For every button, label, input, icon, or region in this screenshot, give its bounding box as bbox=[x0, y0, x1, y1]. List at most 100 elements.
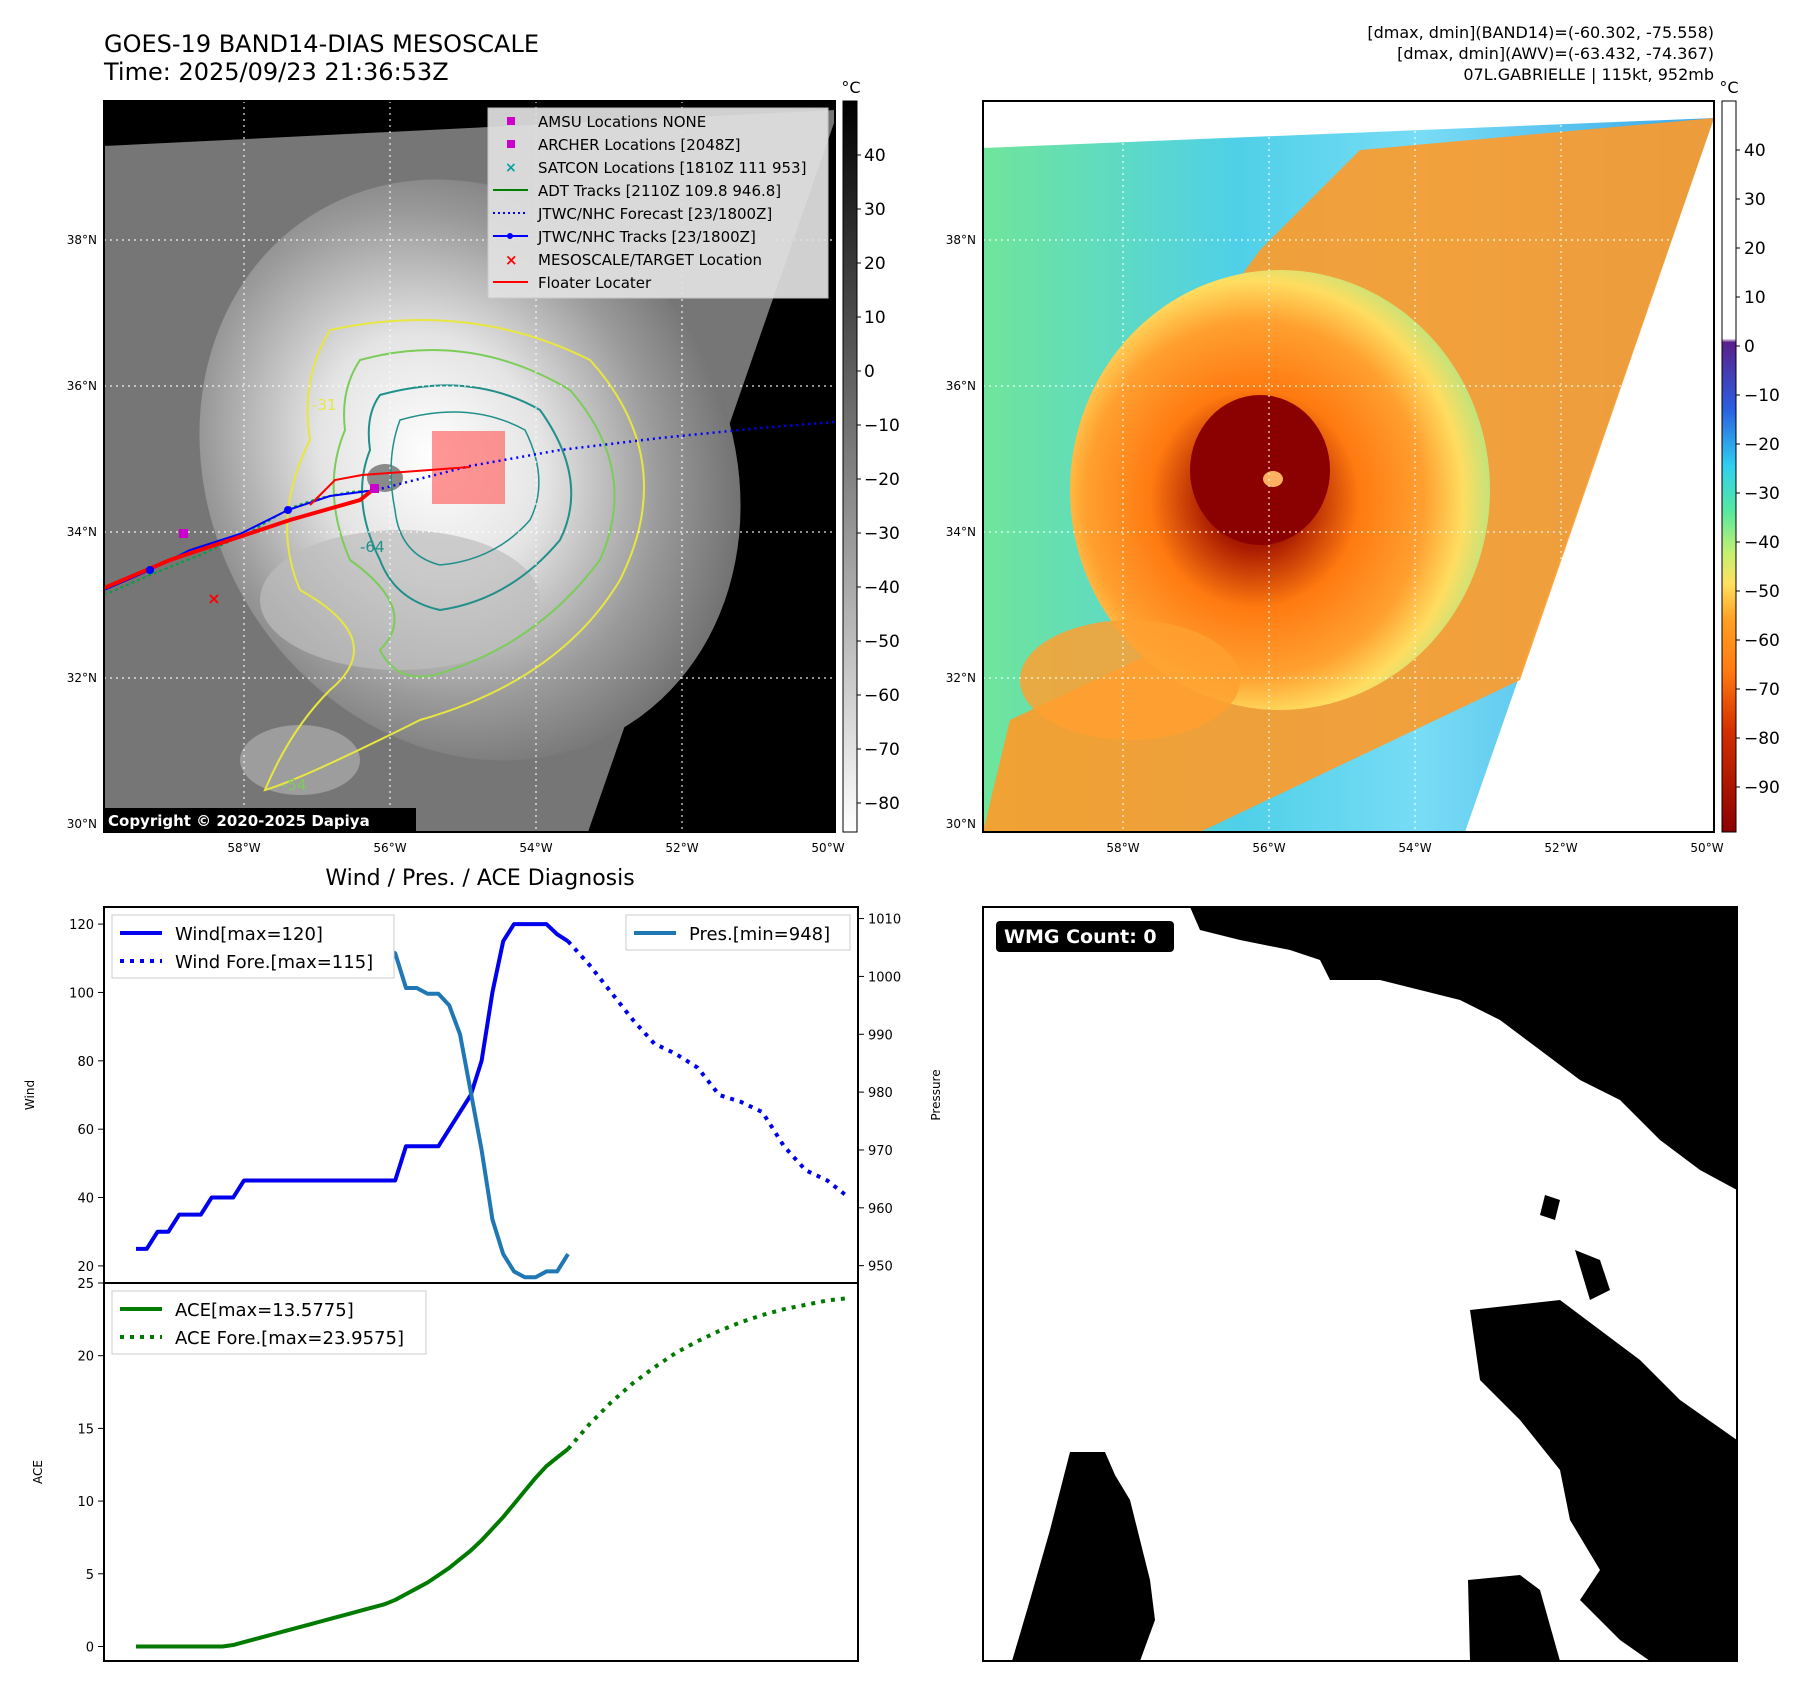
lat-tick: 34°N bbox=[946, 525, 976, 539]
legend-target: MESOSCALE/TARGET Location bbox=[538, 251, 762, 269]
wmg-mask-fragment bbox=[1540, 1195, 1560, 1220]
storm-info: 07L.GABRIELLE | 115kt, 952mb bbox=[1463, 65, 1714, 84]
colorbar-unit-right: °C bbox=[1719, 78, 1738, 97]
ace-axis-label: ACE bbox=[31, 1460, 45, 1484]
copyright-badge bbox=[104, 808, 416, 832]
wmg-mask-left bbox=[1012, 1452, 1155, 1661]
wind-tick-label: 100 bbox=[69, 986, 94, 1001]
pressure-tick-label: 960 bbox=[868, 1202, 893, 1217]
lon-tick: 56°W bbox=[1252, 841, 1285, 855]
wind-series-line bbox=[136, 922, 570, 1251]
archer-legend-marker bbox=[507, 140, 515, 148]
legend-archer: ARCHER Locations [2048Z] bbox=[538, 136, 741, 154]
ace-tick-label: 25 bbox=[77, 1277, 94, 1292]
wind-axis-ticks: 20 40 60 80 100 120 bbox=[69, 918, 104, 1275]
pressure-axis-label: Pressure bbox=[929, 1069, 943, 1120]
ace-legend bbox=[111, 1290, 427, 1355]
legend-satcon: SATCON Locations [1810Z 111 953] bbox=[538, 159, 806, 177]
colorbar-tick-label: −40 bbox=[864, 578, 900, 598]
colorbar-tick-label: 30 bbox=[1744, 190, 1766, 210]
lon-tick: 58°W bbox=[1106, 841, 1139, 855]
contour-label-31: -31 bbox=[312, 396, 337, 414]
awv-map-panel: 38°N 36°N 34°N 32°N 30°N 58°W 56°W 54°W … bbox=[946, 78, 1780, 855]
lat-tick: 32°N bbox=[946, 671, 976, 685]
ace-tick-label: 10 bbox=[77, 1495, 94, 1510]
awv-eye bbox=[1263, 471, 1283, 487]
map-legend bbox=[487, 107, 829, 299]
right-colorbar-ticks: 40 30 20 10 0 −10 −20 −30 −40 −50 −60 −70 −80 −90 bbox=[1736, 141, 1780, 798]
copyright-text: Copyright © 2020-2025 Dapiya bbox=[108, 812, 370, 830]
wind-tick-label: 80 bbox=[77, 1055, 94, 1070]
colorbar-tick-label: −20 bbox=[864, 470, 900, 490]
colorbar-tick-label: −70 bbox=[864, 740, 900, 760]
pressure-tick-label: 970 bbox=[868, 1144, 893, 1159]
floater-locater-segment bbox=[309, 466, 471, 506]
colorbar-tick-label: −50 bbox=[1744, 582, 1780, 602]
wmg-panel: WMG Count: 0 bbox=[982, 906, 1738, 1662]
pressure-tick-label: 950 bbox=[868, 1260, 893, 1275]
legend-amsu: AMSU Locations NONE bbox=[538, 113, 706, 131]
wind-legend bbox=[111, 914, 395, 979]
colorbar-unit: °C bbox=[841, 78, 860, 97]
lon-tick: 50°W bbox=[811, 841, 844, 855]
colorbar-tick-label: −20 bbox=[1744, 435, 1780, 455]
colorbar-tick-label: −30 bbox=[864, 524, 900, 544]
left-map-axes: 38°N 36°N 34°N 32°N 30°N 58°W 56°W 54°W … bbox=[67, 233, 845, 855]
lat-tick: 32°N bbox=[67, 671, 97, 685]
wind-axis-label: Wind bbox=[23, 1080, 37, 1110]
pressure-tick-label: 1010 bbox=[868, 913, 901, 928]
awv-map-frame bbox=[982, 100, 1715, 833]
lon-tick: 52°W bbox=[1544, 841, 1577, 855]
map-title: GOES-19 BAND14-DIAS MESOSCALE bbox=[104, 30, 539, 58]
colorbar-tick-label: −90 bbox=[1744, 778, 1780, 798]
satcon-legend-marker: × bbox=[505, 160, 517, 176]
colorbar-tick-label: 20 bbox=[864, 254, 886, 274]
ace-tick-label: 0 bbox=[86, 1640, 94, 1655]
track-legend-dot bbox=[507, 233, 513, 239]
colorbar-tick-label: −80 bbox=[1744, 729, 1780, 749]
track-point bbox=[284, 506, 292, 514]
ace-series-line bbox=[136, 1447, 570, 1649]
lat-tick: 38°N bbox=[946, 233, 976, 247]
wind-forecast-series-line bbox=[566, 939, 851, 1200]
grayscale-colorbar bbox=[842, 100, 858, 833]
colorbar-tick-label: −10 bbox=[1744, 386, 1780, 406]
legend-entries: AMSU Locations NONE ARCHER Locations [20… bbox=[493, 113, 806, 292]
lat-tick: 30°N bbox=[946, 817, 976, 831]
wind-forecast-legend-label: Wind Fore.[max=115] bbox=[175, 952, 373, 973]
colorbar-tick-label: −60 bbox=[1744, 631, 1780, 651]
legend-tracks: JTWC/NHC Tracks [23/1800Z] bbox=[537, 228, 756, 246]
lat-tick: 34°N bbox=[67, 525, 97, 539]
wmg-count-label: WMG Count: 0 bbox=[1004, 926, 1157, 948]
lat-tick: 36°N bbox=[946, 379, 976, 393]
diagnosis-title: Wind / Pres. / ACE Diagnosis bbox=[325, 866, 634, 891]
ace-legend-label: ACE[max=13.5775] bbox=[175, 1300, 354, 1321]
colorbar-tick-label: −50 bbox=[864, 632, 900, 652]
ace-forecast-series-line bbox=[566, 1296, 850, 1451]
lon-tick: 58°W bbox=[227, 841, 260, 855]
archer-marker bbox=[179, 529, 188, 538]
colorbar-tick-label: 20 bbox=[1744, 239, 1766, 259]
track-point bbox=[146, 566, 154, 574]
pressure-tick-label: 1000 bbox=[868, 970, 901, 985]
wind-tick-label: 40 bbox=[77, 1192, 94, 1207]
colorbar-tick-label: −10 bbox=[864, 416, 900, 436]
contour-label-54: -54 bbox=[282, 776, 307, 794]
awv-band bbox=[1020, 620, 1240, 740]
target-legend-marker: × bbox=[505, 251, 518, 269]
lat-tick: 36°N bbox=[67, 379, 97, 393]
color-colorbar bbox=[1721, 100, 1737, 833]
contour-green bbox=[332, 349, 616, 678]
lon-tick: 56°W bbox=[373, 841, 406, 855]
pressure-tick-label: 990 bbox=[868, 1028, 893, 1043]
wind-pressure-chart: 20 40 60 80 100 120 950 960 970 980 990 1000 1010 W… bbox=[23, 906, 943, 1284]
left-colorbar-ticks: 40 30 20 10 0 −10 −20 −30 −40 −50 −60 −70 −80 bbox=[857, 146, 900, 814]
ace-series-group bbox=[136, 1296, 850, 1649]
wmg-mask-bottom bbox=[1468, 1575, 1560, 1661]
cloud-band bbox=[260, 530, 540, 670]
colorbar-tick-label: 40 bbox=[1744, 141, 1766, 161]
contour-teal-inner bbox=[390, 411, 540, 566]
dmax-awv: [dmax, dmin](AWV)=(-63.432, -74.367) bbox=[1397, 44, 1714, 63]
archer-marker-current bbox=[370, 484, 379, 493]
